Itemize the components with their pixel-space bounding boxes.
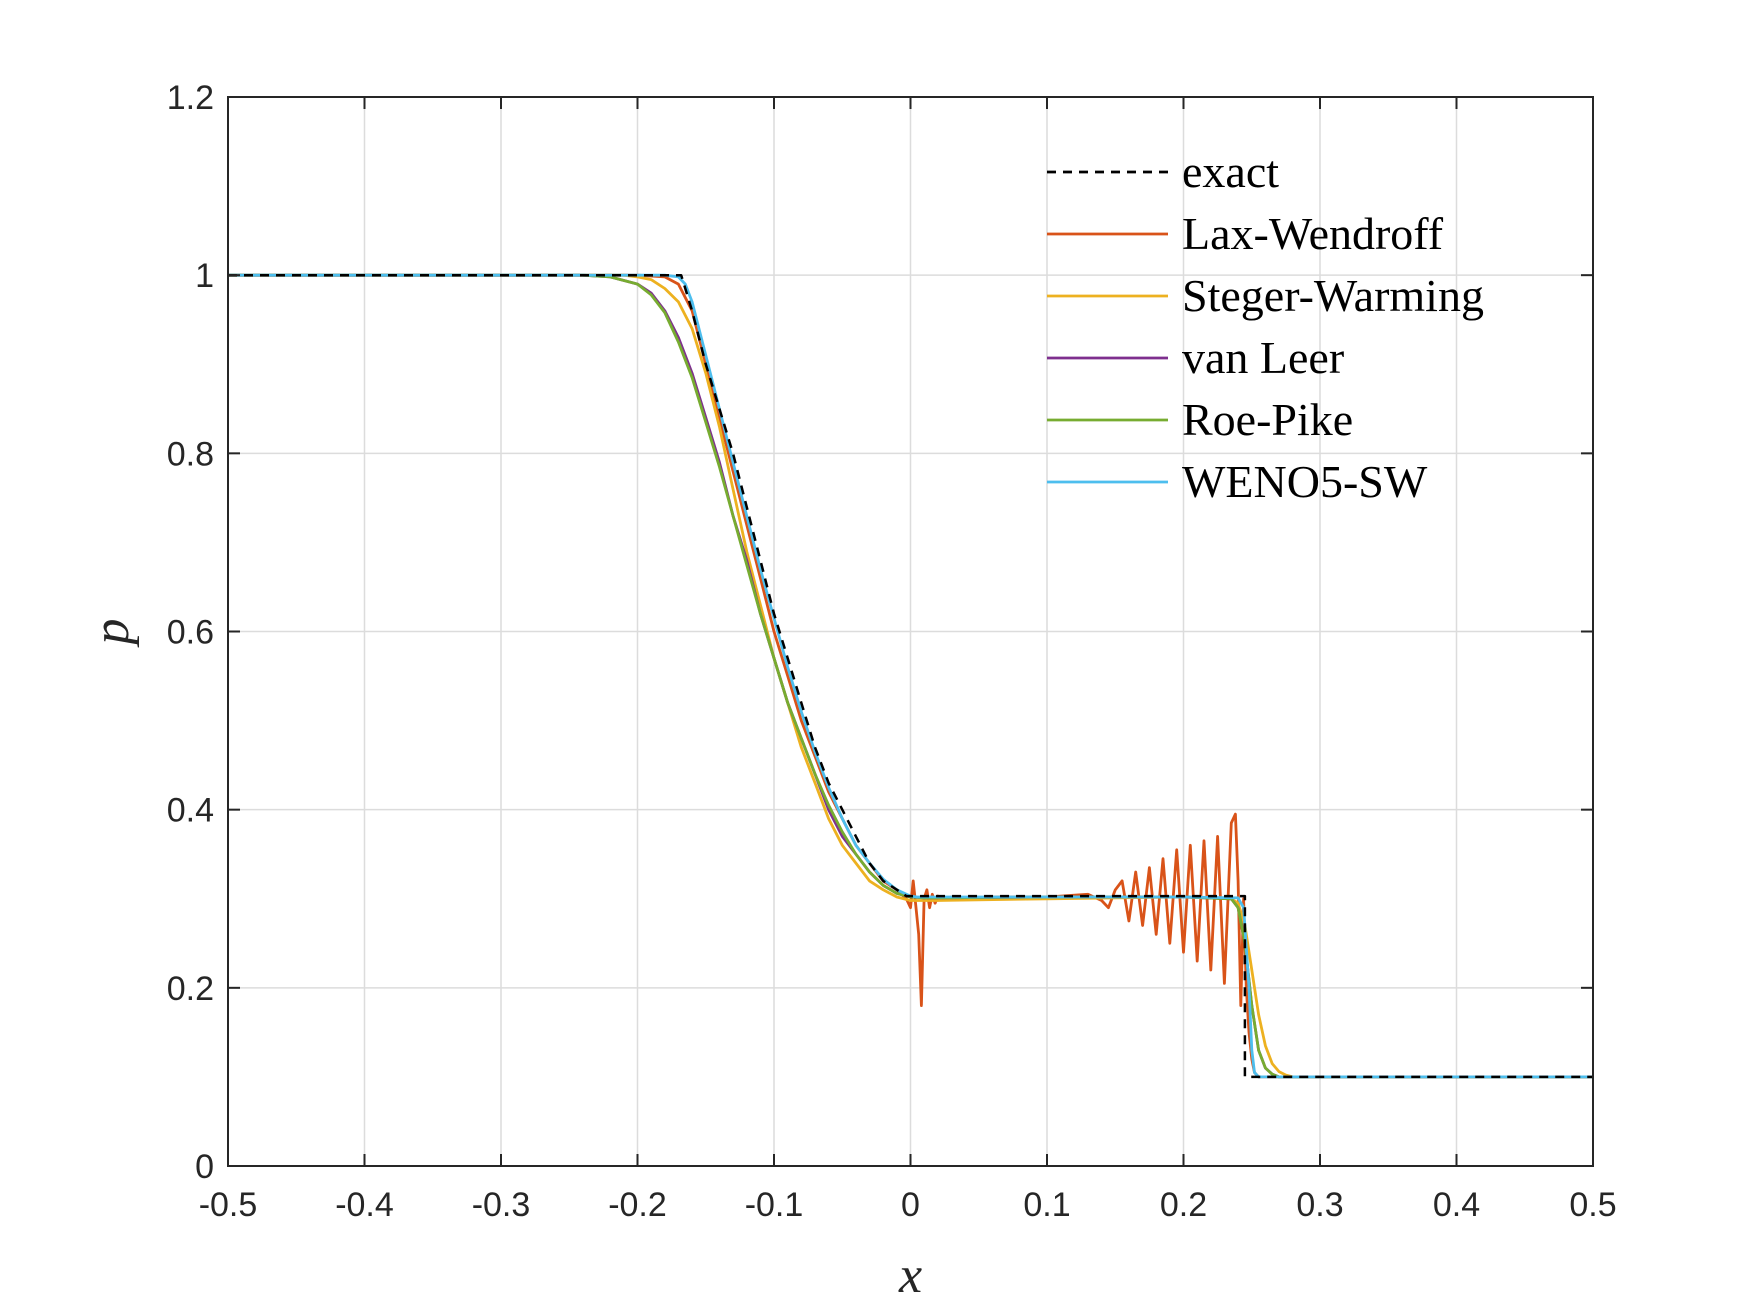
- x-tick-label: -0.5: [199, 1186, 258, 1224]
- y-tick-label: 0.4: [167, 792, 214, 830]
- y-axis-label: p: [83, 619, 140, 649]
- series-line-weno5-sw: [228, 273, 1593, 1079]
- axis-ticks: [227, 96, 1594, 1167]
- y-tick-label: 0.2: [167, 970, 214, 1008]
- legend-entry: Steger-Warming: [1182, 270, 1484, 321]
- y-tick-label: 1.2: [167, 79, 214, 117]
- x-tick-label: -0.3: [472, 1186, 531, 1224]
- x-tick-label: 0.1: [1023, 1186, 1070, 1224]
- legend-entry: WENO5-SW: [1182, 456, 1428, 507]
- y-tick-label: 0.6: [167, 614, 214, 652]
- x-tick-label: 0.5: [1569, 1186, 1616, 1224]
- legend-entry: van Leer: [1182, 332, 1344, 383]
- series-line-steger-warming: [228, 273, 1593, 1079]
- x-tick-label: 0.2: [1160, 1186, 1207, 1224]
- x-tick-label: -0.1: [745, 1186, 804, 1224]
- legend: exact Lax-Wendroff Steger-Warming van Leer R…: [1047, 146, 1484, 507]
- legend-entry: exact: [1182, 146, 1279, 197]
- x-tick-label: 0: [901, 1186, 920, 1224]
- y-tick-label: 0.8: [167, 435, 214, 473]
- x-tick-label: 0.3: [1296, 1186, 1343, 1224]
- legend-entry: Lax-Wendroff: [1182, 208, 1444, 259]
- x-tick-label: -0.2: [608, 1186, 667, 1224]
- legend-entry: Roe-Pike: [1182, 394, 1353, 445]
- y-tick-label: 0: [195, 1148, 214, 1186]
- x-tick-label: -0.4: [335, 1186, 394, 1224]
- plot-series: [228, 273, 1593, 1079]
- x-tick-label: 0.4: [1433, 1186, 1480, 1224]
- x-axis-label: x: [898, 1247, 922, 1304]
- series-line-exact: [228, 273, 1593, 1079]
- tick-labels: -0.5 -0.4 -0.3 -0.2 -0.1 0 0.1 0.2 0.3 0.4 0.5 0 0.2…: [167, 79, 1617, 1224]
- y-tick-label: 1: [195, 257, 214, 295]
